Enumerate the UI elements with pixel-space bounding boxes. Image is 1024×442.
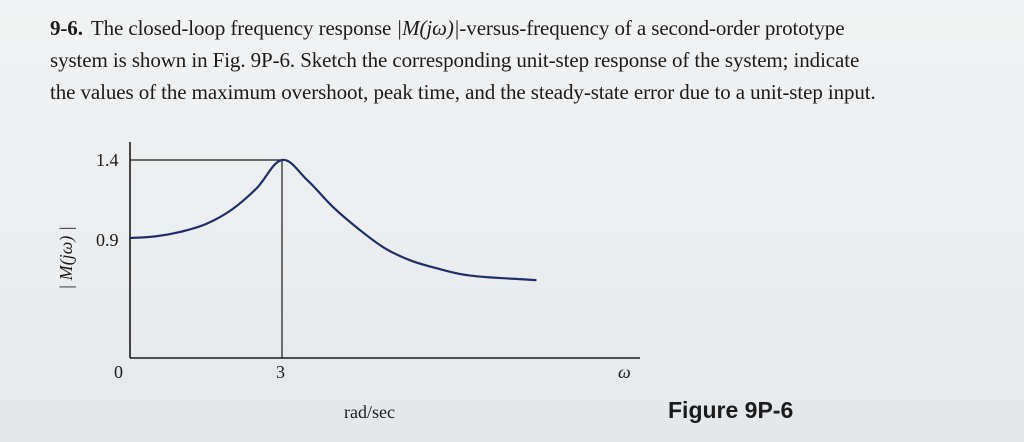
x-tick-label-3: 3 <box>276 362 285 382</box>
problem-text-1b: -versus-frequency of a second-order prot… <box>459 16 845 40</box>
y-axis-label: | M(jω) | <box>56 226 77 290</box>
x-axis-label: ω <box>618 362 631 382</box>
problem-line-1: 9-6. The closed-loop frequency response |… <box>50 12 1000 44</box>
unit-label: rad/sec <box>344 402 395 422</box>
problem-line-2: system is shown in Fig. 9P-6. Sketch the… <box>50 48 860 72</box>
problem-line-3: the values of the maximum overshoot, pea… <box>50 80 876 104</box>
problem-statement: 9-6. The closed-loop frequency response |… <box>50 12 1000 108</box>
problem-number: 9-6. <box>50 16 83 40</box>
problem-text-1a: The closed-loop frequency response <box>90 16 397 40</box>
problem-math: |M(jω)| <box>396 16 460 40</box>
x-tick-label-0: 0 <box>114 362 123 382</box>
y-tick-label-0-9: 0.9 <box>96 230 119 250</box>
figure-caption: Figure 9P-6 <box>668 397 794 423</box>
y-tick-label-1-4: 1.4 <box>96 150 119 170</box>
magnitude-curve <box>128 158 537 282</box>
